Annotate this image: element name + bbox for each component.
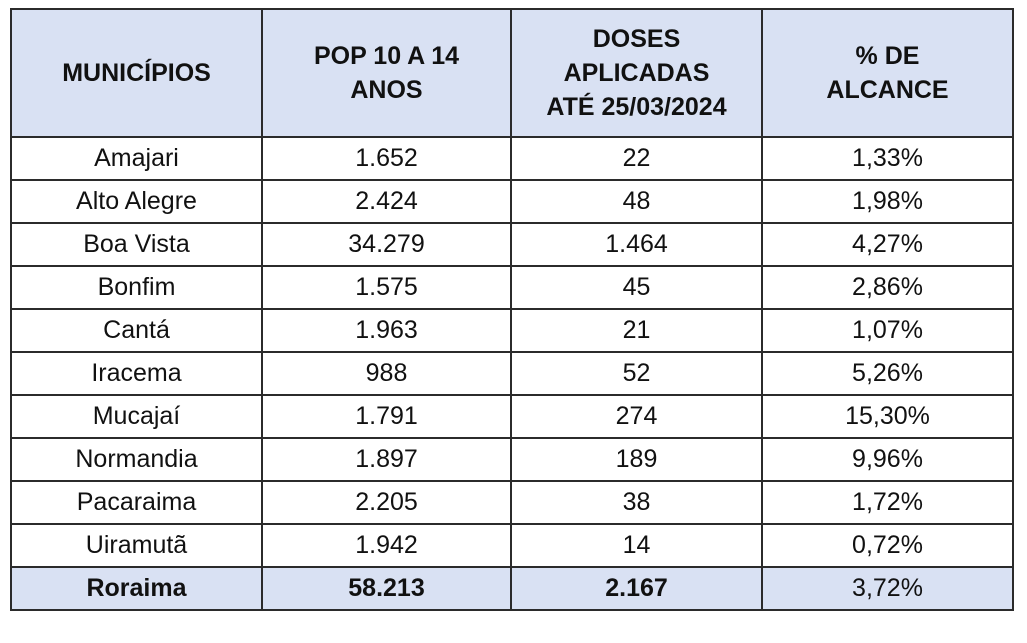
cell-alcance: 1,07% [761,308,1014,353]
cell-pop: 1.897 [261,437,512,482]
table-row: Pacaraima 2.205 38 1,72% [10,480,1014,525]
header-pop-line-2: ANOS [350,76,423,104]
cell-pop: 1.963 [261,308,512,353]
cell-municipio: Uiramutã [10,523,263,568]
cell-alcance: 1,98% [761,179,1014,224]
cell-doses: 274 [510,394,763,439]
cell-municipio: Iracema [10,351,263,396]
header-alcance: % DE ALCANCE [761,8,1014,138]
cell-alcance: 2,86% [761,265,1014,310]
header-row: MUNICÍPIOS POP 10 A 14 ANOS DOSES APLICA… [10,8,1014,138]
total-row: Roraima 58.213 2.167 3,72% [10,566,1014,611]
cell-pop: 1.575 [261,265,512,310]
cell-alcance: 5,26% [761,351,1014,396]
header-doses: DOSES APLICADAS ATÉ 25/03/2024 [510,8,763,138]
cell-doses: 21 [510,308,763,353]
table-row: Amajari 1.652 22 1,33% [10,136,1014,181]
cell-pop: 1.942 [261,523,512,568]
header-municipios: MUNICÍPIOS [10,8,263,138]
cell-municipio: Amajari [10,136,263,181]
cell-pop: 2.424 [261,179,512,224]
total-pop: 58.213 [261,566,512,611]
table-body: Amajari 1.652 22 1,33% Alto Alegre 2.424… [10,136,1014,568]
cell-doses: 14 [510,523,763,568]
header-pop: POP 10 A 14 ANOS [261,8,512,138]
header-municipios-line: MUNICÍPIOS [62,59,211,87]
cell-pop: 1.652 [261,136,512,181]
cell-pop: 988 [261,351,512,396]
cell-alcance: 9,96% [761,437,1014,482]
cell-alcance: 0,72% [761,523,1014,568]
table-row: Normandia 1.897 189 9,96% [10,437,1014,482]
vaccination-table: MUNICÍPIOS POP 10 A 14 ANOS DOSES APLICA… [10,8,1014,611]
table-row: Bonfim 1.575 45 2,86% [10,265,1014,310]
cell-doses: 38 [510,480,763,525]
cell-pop: 1.791 [261,394,512,439]
cell-municipio: Bonfim [10,265,263,310]
cell-alcance: 4,27% [761,222,1014,267]
cell-doses: 22 [510,136,763,181]
header-alcance-line-2: ALCANCE [826,76,949,104]
table-row: Cantá 1.963 21 1,07% [10,308,1014,353]
header-pop-line-1: POP 10 A 14 [314,42,459,70]
cell-pop: 34.279 [261,222,512,267]
header-doses-line-2: APLICADAS [563,59,710,87]
table-footer: Roraima 58.213 2.167 3,72% [10,566,1014,611]
cell-municipio: Pacaraima [10,480,263,525]
cell-doses: 189 [510,437,763,482]
header-doses-line-3: ATÉ 25/03/2024 [546,93,727,121]
total-alcance: 3,72% [761,566,1014,611]
table-row: Boa Vista 34.279 1.464 4,27% [10,222,1014,267]
table-header: MUNICÍPIOS POP 10 A 14 ANOS DOSES APLICA… [10,8,1014,138]
cell-municipio: Cantá [10,308,263,353]
cell-alcance: 1,72% [761,480,1014,525]
cell-doses: 45 [510,265,763,310]
cell-doses: 52 [510,351,763,396]
total-municipio: Roraima [10,566,263,611]
cell-pop: 2.205 [261,480,512,525]
header-doses-line-1: DOSES [592,25,681,53]
cell-alcance: 15,30% [761,394,1014,439]
table-row: Alto Alegre 2.424 48 1,98% [10,179,1014,224]
cell-municipio: Mucajaí [10,394,263,439]
table-row: Uiramutã 1.942 14 0,72% [10,523,1014,568]
cell-doses: 48 [510,179,763,224]
cell-municipio: Normandia [10,437,263,482]
cell-doses: 1.464 [510,222,763,267]
header-alcance-line-1: % DE [855,42,920,70]
cell-municipio: Alto Alegre [10,179,263,224]
table-row: Mucajaí 1.791 274 15,30% [10,394,1014,439]
cell-alcance: 1,33% [761,136,1014,181]
cell-municipio: Boa Vista [10,222,263,267]
total-doses: 2.167 [510,566,763,611]
table-row: Iracema 988 52 5,26% [10,351,1014,396]
